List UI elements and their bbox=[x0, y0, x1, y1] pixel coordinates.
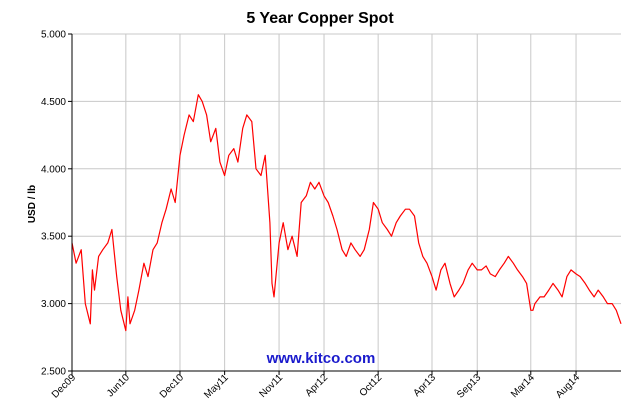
x-tick-label: Jun10 bbox=[105, 372, 132, 399]
y-axis-ticks: 2.500 3.000 3.500 4.000 4.500 5.000 bbox=[41, 30, 72, 378]
y-tick-label: 5.000 bbox=[41, 30, 66, 41]
chart-title: 5 Year Copper Spot bbox=[246, 10, 394, 27]
copper-price-line bbox=[71, 94, 622, 332]
y-tick-label: 3.000 bbox=[41, 299, 66, 310]
x-tick-label: Mar14 bbox=[509, 372, 537, 400]
y-tick-label: 4.500 bbox=[41, 97, 66, 108]
grid-lines bbox=[71, 33, 621, 372]
y-axis-label: USD / lb bbox=[27, 185, 38, 223]
x-tick-label: Nov11 bbox=[257, 372, 285, 400]
y-tick-label: 2.500 bbox=[41, 367, 66, 378]
plot-area bbox=[72, 34, 621, 371]
watermark-link[interactable]: www.kitco.com bbox=[266, 350, 376, 367]
x-tick-label: May11 bbox=[202, 372, 231, 401]
x-tick-label: Apr13 bbox=[411, 372, 438, 399]
x-tick-label: Aug14 bbox=[554, 372, 583, 401]
x-tick-label: Apr12 bbox=[303, 372, 330, 399]
y-tick-label: 3.500 bbox=[41, 232, 66, 243]
x-axis-ticks: Dec09 Jun10 Dec10 May11 Nov11 Apr12 Oct12 Apr13… bbox=[50, 371, 583, 401]
y-tick-label: 4.000 bbox=[41, 164, 66, 175]
x-tick-label: Dec10 bbox=[158, 372, 187, 401]
x-tick-label: Sep13 bbox=[455, 372, 484, 401]
x-tick-label: Oct12 bbox=[358, 372, 385, 399]
